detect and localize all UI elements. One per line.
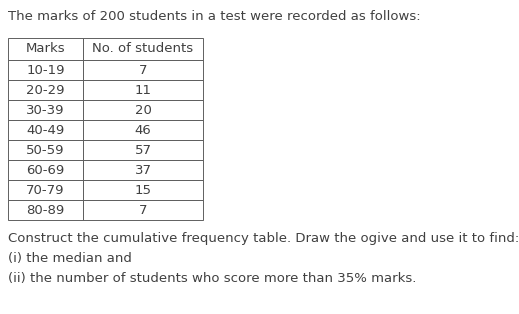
Text: (i) the median and: (i) the median and xyxy=(8,252,132,265)
Text: 37: 37 xyxy=(134,164,152,176)
Bar xyxy=(8,140,83,160)
Bar xyxy=(8,100,83,120)
Bar xyxy=(83,180,203,200)
Text: 7: 7 xyxy=(139,63,147,77)
Text: 70-79: 70-79 xyxy=(26,183,65,197)
Text: Marks: Marks xyxy=(25,42,65,56)
Text: 20: 20 xyxy=(134,104,152,116)
Text: Construct the cumulative frequency table. Draw the ogive and use it to find:: Construct the cumulative frequency table… xyxy=(8,232,519,245)
Bar xyxy=(83,100,203,120)
Text: 80-89: 80-89 xyxy=(26,203,65,216)
Bar xyxy=(8,180,83,200)
Text: 57: 57 xyxy=(134,143,152,156)
Text: 60-69: 60-69 xyxy=(26,164,65,176)
Bar xyxy=(8,38,83,60)
Text: (ii) the number of students who score more than 35% marks.: (ii) the number of students who score mo… xyxy=(8,272,416,285)
Text: 40-49: 40-49 xyxy=(26,123,65,137)
Bar xyxy=(8,80,83,100)
Bar xyxy=(83,60,203,80)
Bar xyxy=(83,140,203,160)
Bar xyxy=(8,200,83,220)
Text: No. of students: No. of students xyxy=(92,42,194,56)
Bar xyxy=(83,38,203,60)
Bar xyxy=(8,120,83,140)
Text: The marks of 200 students in a test were recorded as follows:: The marks of 200 students in a test were… xyxy=(8,10,420,23)
Text: 15: 15 xyxy=(134,183,152,197)
Text: 50-59: 50-59 xyxy=(26,143,65,156)
Bar xyxy=(83,80,203,100)
Text: 46: 46 xyxy=(134,123,152,137)
Bar xyxy=(83,160,203,180)
Bar xyxy=(83,120,203,140)
Bar xyxy=(8,60,83,80)
Bar xyxy=(83,200,203,220)
Text: 11: 11 xyxy=(134,84,152,96)
Text: 10-19: 10-19 xyxy=(26,63,65,77)
Text: 20-29: 20-29 xyxy=(26,84,65,96)
Bar xyxy=(8,160,83,180)
Text: 7: 7 xyxy=(139,203,147,216)
Text: 30-39: 30-39 xyxy=(26,104,65,116)
